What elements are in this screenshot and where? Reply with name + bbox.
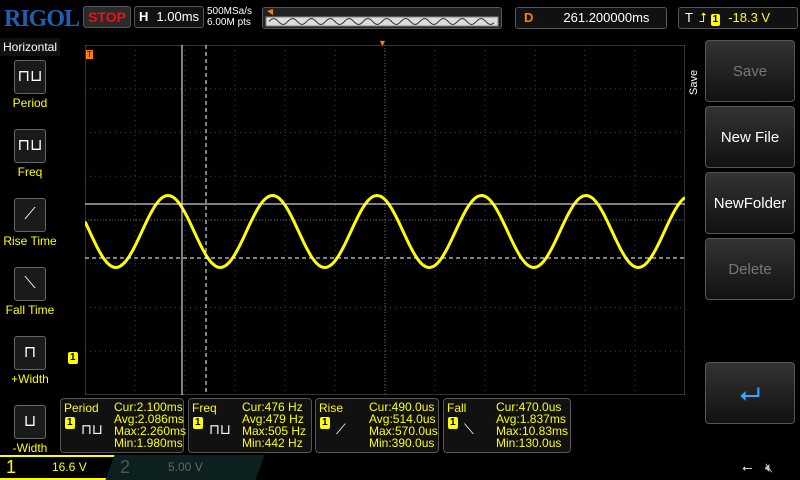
measurement-cur: Cur:476 Hz (242, 400, 303, 414)
memory-waveform (265, 9, 499, 27)
measurement-channel: 1 (193, 417, 203, 429)
measurement-rise[interactable]: Rise 1 ⟋ Cur:490.0us Avg:514.0us Max:570… (315, 398, 439, 453)
measurement-min: Min:442 Hz (242, 436, 303, 450)
measurement-cur: Cur:490.0us (369, 400, 435, 414)
measurement-channel: 1 (65, 417, 75, 429)
waveform-display[interactable] (85, 45, 685, 395)
run-stop-button[interactable]: STOP (83, 6, 131, 28)
sidebar-item-label: Period (12, 96, 48, 110)
freq-icon: ⊓⊔ (14, 129, 46, 163)
trigger-display[interactable]: T ⮥ 1 -18.3 V (678, 7, 798, 29)
rise-time-icon: ⟋ (14, 198, 46, 232)
new-folder-button[interactable]: NewFolder (705, 172, 795, 234)
sidebar-item-pos-width[interactable]: ⊓ +Width (0, 336, 60, 401)
measurement-values: Cur:2.100ms Avg:2.086ms Max:2.260ms Min:… (114, 401, 186, 449)
neg-width-icon: ⊔ (14, 405, 46, 439)
acquisition-info: 500MSa/s 6.00M pts (207, 6, 252, 28)
mute-icon[interactable]: 🔇︎ (765, 460, 774, 475)
fall-time-icon: ⟍ (464, 421, 474, 437)
channel-2-scale: 5.00 V (168, 460, 203, 474)
sidebar-item-label: Freq (17, 165, 43, 179)
delay-display[interactable]: D 261.200000ms (515, 7, 667, 29)
trigger-position-marker[interactable]: T (86, 50, 93, 59)
channel-1-trace (85, 193, 685, 270)
measurement-avg: Avg:1.837ms (496, 412, 566, 426)
delay-value: 261.200000ms (563, 10, 650, 25)
measurement-values: Cur:490.0us Avg:514.0us Max:570.0us Min:… (369, 401, 438, 449)
rising-edge-icon: ⮥ (698, 10, 707, 25)
measurement-max: Max:10.83ms (496, 424, 569, 438)
trigger-label: T (685, 10, 693, 25)
mini-waveform (268, 17, 495, 26)
sidebar-item-label: Rise Time (3, 234, 57, 248)
sidebar-item-neg-width[interactable]: ⊔ -Width (0, 405, 60, 470)
sidebar-item-period[interactable]: ⊓⊔ Period (0, 60, 60, 125)
measurement-max: Max:2.260ms (114, 424, 187, 438)
sidebar-item-freq[interactable]: ⊓⊔ Freq (0, 129, 60, 194)
sidebar-item-rise-time[interactable]: ⟋ Rise Time (0, 198, 60, 263)
sidebar-title: Horizontal (0, 38, 60, 56)
measurement-max: Max:570.0us (369, 424, 438, 438)
measurement-fall[interactable]: Fall 1 ⟍ Cur:470.0us Avg:1.837ms Max:10.… (443, 398, 571, 453)
sidebar-item-label: -Width (12, 441, 48, 455)
save-button[interactable]: Save (705, 40, 795, 102)
horizontal-position-marker[interactable]: ▼ (378, 38, 387, 48)
channel-1-ground-marker[interactable]: 1 (68, 352, 78, 364)
sample-rate: 500MSa/s (207, 6, 253, 17)
timebase-display[interactable]: H 1.00ms (134, 6, 204, 28)
sidebar-item-label: +Width (11, 372, 49, 386)
measurement-name: Period (64, 401, 99, 415)
measurement-values: Cur:476 Hz Avg:479 Hz Max:505 Hz Min:442… (242, 401, 306, 449)
delete-button[interactable]: Delete (705, 238, 795, 300)
measurement-name: Freq (192, 401, 217, 415)
measurement-avg: Avg:514.0us (369, 412, 436, 426)
timebase-value: 1.00ms (156, 9, 200, 24)
enter-button[interactable]: ⮠ (705, 362, 795, 424)
measurement-channel: 1 (320, 417, 330, 429)
channel-1-scale: 16.6 V (52, 460, 87, 474)
measurement-min: Min:130.0us (496, 436, 562, 450)
sidebar-item-label: Fall Time (5, 303, 55, 317)
rigol-logo: RIGOL (4, 6, 80, 32)
channel-2-number: 2 (120, 457, 131, 477)
period-icon: ⊓⊔ (81, 421, 103, 437)
measurement-name: Rise (319, 401, 344, 415)
trigger-level: -18.3 V (728, 10, 771, 25)
measurement-values: Cur:470.0us Avg:1.837ms Max:10.83ms Min:… (496, 401, 568, 449)
measurement-name: Fall (447, 401, 467, 415)
rise-time-icon: ⟋ (336, 421, 346, 437)
measurement-cur: Cur:470.0us (496, 400, 562, 414)
horizontal-measure-sidebar: Horizontal ⊓⊔ Period ⊓⊔ Freq ⟋ Rise Time ⟍ F… (0, 38, 60, 455)
measurement-avg: Avg:2.086ms (114, 412, 184, 426)
trigger-position-icon (267, 9, 273, 15)
measurement-min: Min:390.0us (369, 436, 435, 450)
usb-icon: ⭠ (742, 460, 753, 475)
memory-overview-bar[interactable] (262, 7, 502, 29)
period-icon: ⊓⊔ (14, 60, 46, 94)
memory-depth: 6.00M pts (207, 17, 251, 28)
timebase-label: H (139, 9, 149, 24)
channel-1-number: 1 (6, 457, 17, 477)
measurement-min: Min:1.980ms (114, 436, 183, 450)
new-file-button[interactable]: New File (705, 106, 795, 168)
pos-width-icon: ⊓ (14, 336, 46, 370)
save-menu: Save New File NewFolder Delete ⮠ (705, 40, 800, 428)
trigger-source: 1 (710, 14, 721, 26)
measurement-period[interactable]: Period 1 ⊓⊔ Cur:2.100ms Avg:2.086ms Max:… (60, 398, 186, 453)
fall-time-icon: ⟍ (14, 267, 46, 301)
sidebar-item-fall-time[interactable]: ⟍ Fall Time (0, 267, 60, 332)
measurement-max: Max:505 Hz (242, 424, 307, 438)
enter-icon: ⮠ (739, 379, 761, 409)
measurement-channel: 1 (448, 417, 458, 429)
measurement-freq[interactable]: Freq 1 ⊓⊔ Cur:476 Hz Avg:479 Hz Max:505 … (188, 398, 312, 453)
freq-icon: ⊓⊔ (209, 421, 231, 437)
measurement-cur: Cur:2.100ms (114, 400, 183, 414)
delay-label: D (524, 10, 534, 25)
menu-title: Save (688, 69, 700, 95)
measurement-avg: Avg:479 Hz (242, 412, 304, 426)
